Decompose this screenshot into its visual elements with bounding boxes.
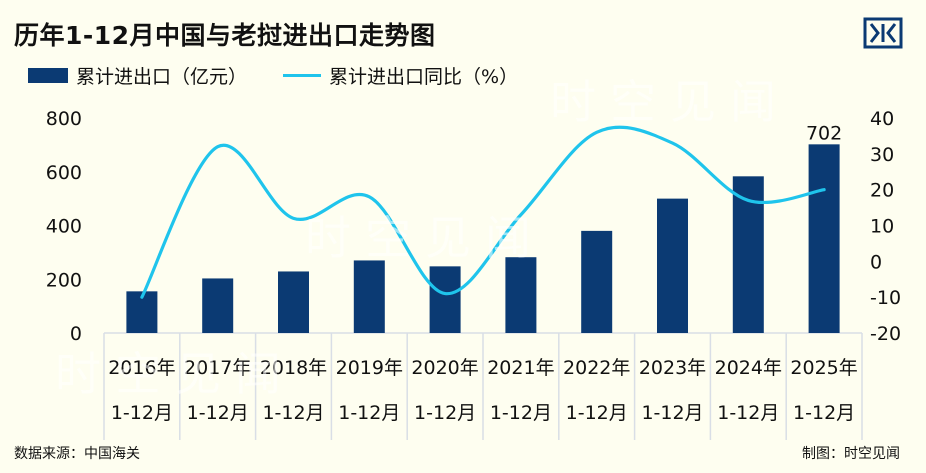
x-category-label: 2018年	[260, 357, 327, 379]
x-category-label: 2024年	[715, 357, 782, 379]
brand-logo-icon	[863, 17, 903, 49]
y-left-tick-label: 200	[46, 269, 82, 291]
x-category-label: 2022年	[563, 357, 630, 379]
chart-title: 历年1-12月中国与老挝进出口走势图	[14, 21, 436, 50]
x-period-label: 1-12月	[641, 402, 703, 424]
y-left-tick-label: 400	[46, 216, 82, 238]
y-right-tick-label: -10	[870, 287, 901, 309]
x-category-label: 2016年	[108, 357, 175, 379]
y-right-tick-label: -20	[870, 323, 901, 345]
y-right-tick-label: 10	[870, 216, 894, 238]
x-period-label: 1-12月	[414, 402, 476, 424]
x-category-label: 2017年	[184, 357, 251, 379]
y-right-tick-label: 20	[870, 180, 894, 202]
x-category-label: 2025年	[790, 357, 857, 379]
bar-2023年	[657, 198, 688, 333]
y-right-tick-label: 30	[870, 144, 894, 166]
credit-note: 制图：时空见闻	[802, 446, 900, 462]
bar-2022年	[581, 230, 613, 333]
bar-2017年	[202, 278, 234, 333]
y-left-tick-label: 0	[70, 323, 82, 345]
y-left-tick-label: 800	[46, 108, 82, 130]
y-left-tick-label: 600	[46, 162, 82, 184]
x-period-label: 1-12月	[187, 402, 249, 424]
legend-line-swatch	[283, 74, 322, 77]
x-category-label: 2021年	[487, 357, 554, 379]
bar-2021年	[505, 257, 537, 333]
x-period-label: 1-12月	[111, 402, 173, 424]
data-label: 702	[806, 122, 842, 144]
chart-legend: 累计进出口（亿元） 累计进出口同比（%）	[28, 62, 518, 89]
x-period-label: 1-12月	[793, 402, 855, 424]
x-category-label: 2023年	[639, 357, 706, 379]
x-period-label: 1-12月	[338, 402, 400, 424]
legend-bar-swatch	[28, 68, 68, 83]
yoy-growth-line	[140, 125, 826, 299]
source-note: 数据来源：中国海关	[14, 446, 140, 462]
bar-2018年	[278, 271, 309, 333]
x-period-label: 1-12月	[490, 402, 552, 424]
x-period-label: 1-12月	[566, 402, 628, 424]
legend-bar-label: 累计进出口（亿元）	[76, 66, 248, 88]
bar-2020年	[429, 266, 461, 333]
legend-line-label: 累计进出口同比（%）	[329, 66, 519, 88]
x-category-label: 2020年	[411, 357, 478, 379]
x-period-label: 1-12月	[717, 402, 779, 424]
x-period-label: 1-12月	[262, 402, 324, 424]
bar-2019年	[353, 260, 385, 333]
y-right-tick-label: 40	[870, 108, 894, 130]
x-category-label: 2019年	[336, 357, 403, 379]
y-right-tick-label: 0	[870, 251, 882, 273]
bar-2025年	[808, 144, 840, 333]
